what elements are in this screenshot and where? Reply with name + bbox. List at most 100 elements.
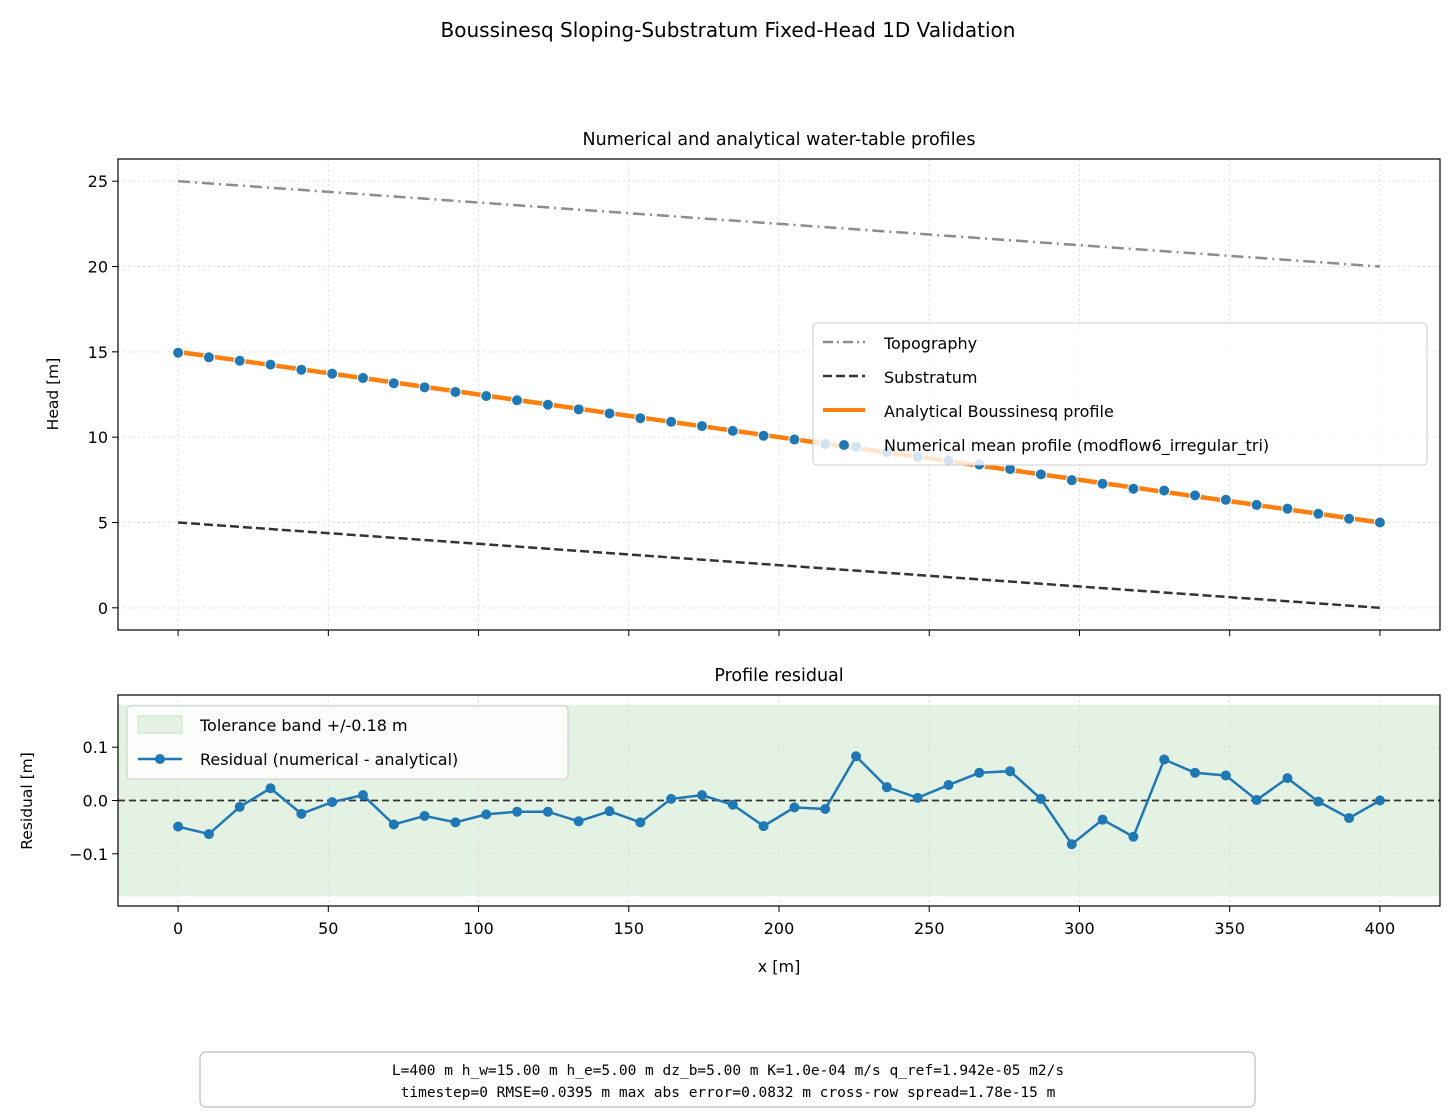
numerical-profile-point xyxy=(418,381,431,394)
residual-point xyxy=(203,829,214,840)
residual-point xyxy=(881,782,892,793)
numerical-profile-point xyxy=(326,367,339,380)
residual-point xyxy=(1066,839,1077,850)
residual-xtick-label: 100 xyxy=(463,919,494,938)
numerical-profile-point xyxy=(511,394,524,407)
residual-xtick-label: 200 xyxy=(764,919,795,938)
legend-substratum-label: Substratum xyxy=(884,368,977,387)
residual-xtick-label: 250 xyxy=(914,919,945,938)
profiles-axes: Numerical and analytical water-table pro… xyxy=(44,130,1441,636)
profiles-legend: Topography Substratum Analytical Boussin… xyxy=(812,322,1428,466)
residual-point xyxy=(327,797,338,808)
numerical-profile-point xyxy=(1034,468,1047,481)
residual-point xyxy=(1374,795,1385,806)
residual-xtick-label: 50 xyxy=(318,919,338,938)
residual-ytick-label: −0.1 xyxy=(69,845,108,864)
residual-point xyxy=(1344,813,1355,824)
residual-xtick-label: 0 xyxy=(173,919,183,938)
numerical-profile-point xyxy=(665,415,678,428)
numerical-profile-point xyxy=(1250,498,1263,511)
residual-point xyxy=(173,821,184,832)
info-line-2: timestep=0 RMSE=0.0395 m max abs error=0… xyxy=(401,1085,1056,1101)
residual-point xyxy=(943,780,954,791)
numerical-profile-point xyxy=(1065,474,1078,487)
residual-xtick-label: 300 xyxy=(1064,919,1095,938)
residual-title: Profile residual xyxy=(714,666,843,686)
numerical-profile-point xyxy=(1343,512,1356,525)
profiles-ytick-label: 25 xyxy=(88,172,108,191)
residual-point xyxy=(604,806,615,817)
residual-point xyxy=(1005,766,1016,777)
residual-legend-box xyxy=(126,705,569,780)
residual-series xyxy=(118,751,1440,850)
residual-point xyxy=(912,792,923,803)
numerical-profile-point xyxy=(634,412,647,425)
residual-point xyxy=(1190,767,1201,778)
numerical-profile-point xyxy=(264,358,277,371)
residual-point xyxy=(820,804,831,815)
numerical-profile-point xyxy=(1096,477,1109,490)
residual-axes: Profile residual Residual [m] 0 50 100 150 2… xyxy=(18,666,1441,976)
residual-point xyxy=(789,802,800,813)
numerical-profile-point xyxy=(480,390,493,403)
residual-ticks: 0 50 100 150 200 250 300 350 400 −0.1 0.0 0.1 xyxy=(69,738,1395,938)
legend-analytical-label: Analytical Boussinesq profile xyxy=(884,402,1114,421)
numerical-profile-point xyxy=(788,433,801,446)
profiles-ytick-label: 20 xyxy=(88,258,108,277)
residual-ytick-label: 0.1 xyxy=(83,738,108,757)
numerical-profile-point xyxy=(295,363,308,376)
residual-point xyxy=(573,816,584,827)
legend-numerical-marker xyxy=(839,440,849,450)
numerical-profile-point xyxy=(695,420,708,433)
residual-point xyxy=(1313,796,1324,807)
numerical-profile-point xyxy=(541,398,554,411)
residual-point xyxy=(1097,814,1108,825)
residual-xtick-label: 400 xyxy=(1365,919,1396,938)
legend-tolerance-label: Tolerance band +/-0.18 m xyxy=(199,716,408,735)
residual-xlabel: x [m] xyxy=(758,957,801,976)
residual-point xyxy=(1282,773,1293,784)
profiles-ytick-label: 10 xyxy=(88,428,108,447)
profiles-ylabel: Head [m] xyxy=(44,358,62,431)
analytical-profile-line xyxy=(177,349,1381,525)
profiles-ytick-label: 5 xyxy=(98,513,108,532)
residual-point xyxy=(450,817,461,828)
info-line-1: L=400 m h_w=15.00 m h_e=5.00 m dz_b=5.00… xyxy=(392,1063,1064,1079)
profiles-legend-box xyxy=(812,322,1428,466)
residual-xtick-label: 350 xyxy=(1214,919,1245,938)
numerical-profile-point xyxy=(603,407,616,420)
numerical-profile-point xyxy=(449,385,462,398)
numerical-profile-point xyxy=(1312,507,1325,520)
residual-point xyxy=(635,817,646,828)
residual-point xyxy=(1220,770,1231,781)
profiles-ticks: 0 5 10 15 20 25 xyxy=(88,172,1381,636)
legend-numerical-label: Numerical mean profile (modflow6_irregul… xyxy=(884,436,1269,456)
numerical-profile-point xyxy=(1373,516,1386,529)
substratum-line xyxy=(178,521,1380,610)
residual-point xyxy=(1159,754,1170,765)
numerical-profile-point xyxy=(202,351,215,364)
residual-point xyxy=(1128,831,1139,842)
residual-point xyxy=(419,810,430,821)
residual-legend: Tolerance band +/-0.18 m Residual (numer… xyxy=(126,705,569,780)
residual-point xyxy=(388,819,399,830)
numerical-profile-point xyxy=(726,424,739,437)
legend-residual-marker xyxy=(155,754,165,764)
residual-point xyxy=(974,767,985,778)
legend-topography-label: Topography xyxy=(883,334,977,353)
residual-point xyxy=(758,821,769,832)
numerical-profile-point xyxy=(572,403,585,416)
profiles-ytick-label: 0 xyxy=(98,599,108,618)
residual-point xyxy=(542,806,553,817)
residual-point xyxy=(727,799,738,810)
residual-point xyxy=(296,808,307,819)
residual-point xyxy=(1251,794,1262,805)
residual-point xyxy=(265,783,276,794)
residual-point xyxy=(481,809,492,820)
residual-point xyxy=(851,751,862,762)
legend-tolerance-patch xyxy=(137,715,183,734)
residual-point xyxy=(357,790,368,801)
topography-line xyxy=(178,179,1380,268)
numerical-profile-point xyxy=(1158,484,1171,497)
